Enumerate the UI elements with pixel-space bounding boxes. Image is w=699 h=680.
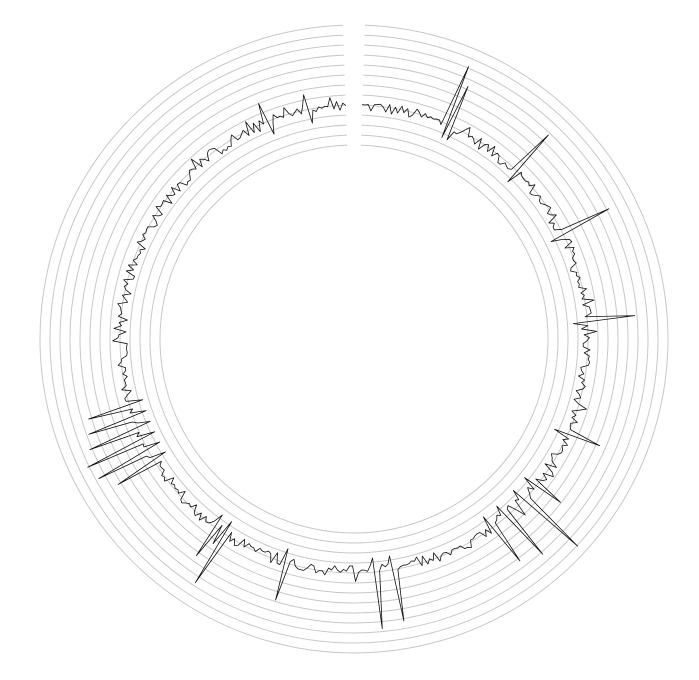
data-series-line (87, 66, 636, 629)
grid-ring (129, 114, 579, 564)
grid-ring (109, 94, 599, 584)
grid-ring (39, 24, 669, 654)
grid-ring (69, 54, 639, 624)
grid-ring (79, 64, 629, 614)
grid-rings (39, 24, 669, 654)
grid-ring (59, 44, 649, 634)
grid-ring (159, 144, 549, 534)
grid-ring (89, 74, 619, 604)
grid-ring (49, 34, 659, 644)
grid-ring (149, 134, 559, 544)
grid-ring (139, 124, 569, 554)
grid-ring (99, 84, 609, 594)
